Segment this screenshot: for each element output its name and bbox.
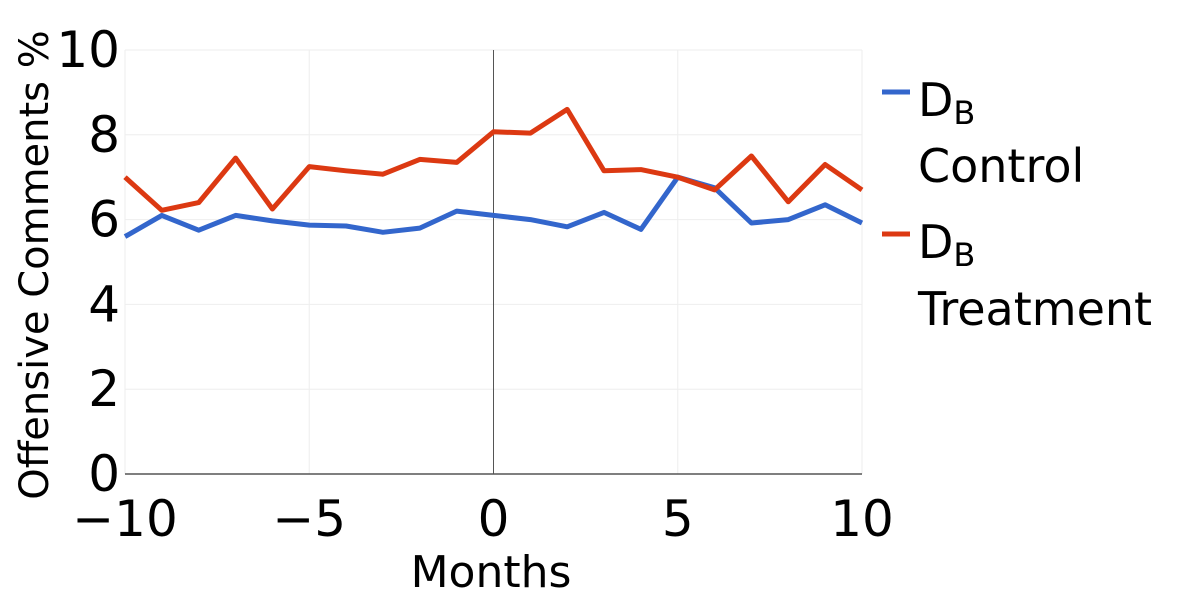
legend-label-control-line2: Control — [918, 139, 1084, 193]
x-tick-label: 10 — [830, 490, 894, 548]
legend: DB Control DB Treatment — [882, 73, 1152, 336]
x-tick-label: −10 — [72, 490, 178, 548]
x-tick-label: −5 — [272, 490, 346, 548]
y-tick-label: 6 — [88, 191, 120, 249]
legend-item-control[interactable]: DB Control — [882, 73, 1084, 193]
legend-item-treatment[interactable]: DB Treatment — [882, 215, 1152, 336]
series-line-treatment — [123, 106, 864, 213]
legend-label-treatment-line2: Treatment — [917, 282, 1152, 336]
legend-label-control: DB — [918, 73, 975, 132]
y-axis-title: Offensive Comments % — [12, 30, 58, 500]
y-tick-label: 4 — [88, 275, 120, 333]
x-tick-label: 0 — [478, 490, 510, 548]
x-tick-label: 5 — [662, 490, 694, 548]
y-tick-label: 2 — [88, 360, 120, 418]
legend-label-treatment: DB — [918, 215, 975, 274]
series-line-control — [123, 174, 864, 239]
y-tick-label: 0 — [88, 445, 120, 503]
x-axis-title: Months — [411, 547, 572, 598]
y-tick-label: 10 — [56, 21, 120, 79]
y-tick-label: 8 — [88, 106, 120, 164]
tick-labels: −10 −5 0 5 10 0 2 4 6 8 10 — [56, 21, 893, 548]
series-lines — [123, 106, 864, 239]
